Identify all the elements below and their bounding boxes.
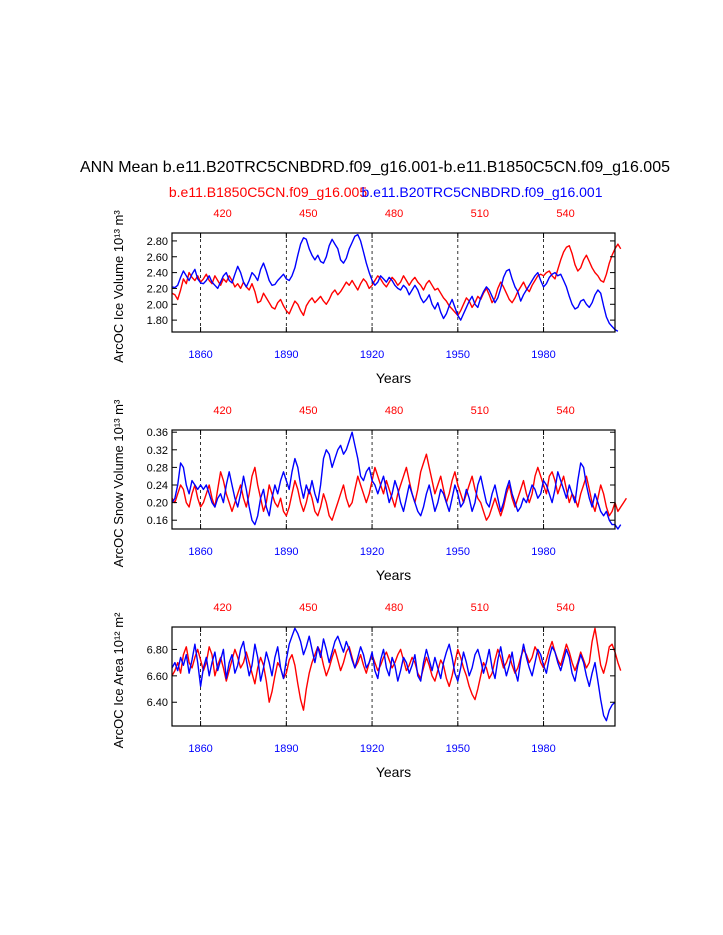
ytick-label: 2.40 (147, 268, 168, 280)
panel-3: 6.80 6.60 6.40 1860 420 1890 450 1920 480 1950 510… (111, 602, 622, 780)
xtick-label-bottom: 1890 (274, 546, 298, 558)
xtick-label-top: 540 (556, 405, 574, 417)
plot-frame (171, 232, 616, 333)
y-axis-label: ArcOC Ice Volume 10¹³ m³ (111, 210, 126, 363)
xtick-label-bottom: 1950 (446, 546, 470, 558)
xtick-label-top: 420 (213, 208, 231, 220)
series-red (171, 243, 622, 317)
series-blue (171, 233, 619, 332)
ytick-label: 6.60 (147, 671, 168, 683)
xtick-label-top: 510 (471, 602, 489, 614)
xtick-label-top: 510 (471, 208, 489, 220)
xtick-label-top: 450 (299, 208, 317, 220)
x-axis-label: Years (376, 370, 411, 386)
xtick-label-bottom: 1860 (188, 743, 212, 755)
ytick-label: 0.16 (147, 515, 168, 527)
xtick-label-top: 510 (471, 405, 489, 417)
xtick-label-bottom: 1980 (531, 546, 555, 558)
xtick-label-top: 420 (213, 602, 231, 614)
xtick-label-bottom: 1860 (188, 546, 212, 558)
xtick-label-top: 450 (299, 602, 317, 614)
ytick-label: 0.36 (147, 427, 168, 439)
legend-blue-label: b.e11.B20TRC5CNBDRD.f09_g16.001 (362, 184, 603, 200)
x-axis-label: Years (376, 567, 411, 583)
xtick-label-bottom: 1950 (446, 349, 470, 361)
xtick-label-top: 480 (385, 602, 403, 614)
ytick-label: 6.80 (147, 644, 168, 656)
xtick-label-bottom: 1920 (360, 349, 384, 361)
ytick-label: 2.80 (147, 236, 168, 248)
figure-title: ANN Mean b.e11.B20TRC5CNBDRD.f09_g16.001… (80, 159, 670, 176)
ytick-label: 0.28 (147, 462, 168, 474)
panels: 2.80 2.60 2.40 2.20 2.00 1.80 1860 420 1890 450 19… (111, 208, 627, 780)
xtick-label-bottom: 1920 (360, 546, 384, 558)
series-blue (171, 431, 622, 530)
xtick-label-bottom: 1890 (274, 349, 298, 361)
xtick-label-top: 450 (299, 405, 317, 417)
y-axis-label: ArcOC Snow Volume 10¹³ m³ (111, 399, 126, 567)
plot-frame (171, 429, 616, 530)
xtick-label-top: 540 (556, 208, 574, 220)
x-axis-label: Years (376, 764, 411, 780)
panel-2: 0.36 0.32 0.28 0.24 0.20 0.16 1860 420 1890 450 19… (111, 399, 627, 583)
series-blue (171, 627, 616, 722)
ytick-label: 1.80 (147, 315, 168, 327)
xtick-label-bottom: 1980 (531, 743, 555, 755)
plot-frame (171, 626, 616, 727)
ytick-label: 0.20 (147, 498, 168, 510)
series-red (171, 453, 627, 521)
xtick-label-top: 480 (385, 405, 403, 417)
ytick-label: 0.24 (147, 480, 168, 492)
ytick-label: 0.32 (147, 445, 168, 457)
xtick-label-bottom: 1980 (531, 349, 555, 361)
y-axis-label: ArcOC Ice Area 10¹² m² (111, 612, 126, 748)
panel-1: 2.80 2.60 2.40 2.20 2.00 1.80 1860 420 1890 450 19… (111, 208, 622, 386)
xtick-label-bottom: 1860 (188, 349, 212, 361)
series-red (171, 627, 622, 711)
xtick-label-bottom: 1920 (360, 743, 384, 755)
xtick-label-top: 540 (556, 602, 574, 614)
xtick-label-bottom: 1950 (446, 743, 470, 755)
xtick-label-bottom: 1890 (274, 743, 298, 755)
ytick-label: 2.60 (147, 252, 168, 264)
legend-red-label: b.e11.B1850C5CN.f09_g16.005 (169, 184, 367, 200)
xtick-label-top: 420 (213, 405, 231, 417)
ytick-label: 2.00 (147, 299, 168, 311)
ytick-label: 6.40 (147, 697, 168, 709)
ytick-label: 2.20 (147, 283, 168, 295)
xtick-label-top: 480 (385, 208, 403, 220)
